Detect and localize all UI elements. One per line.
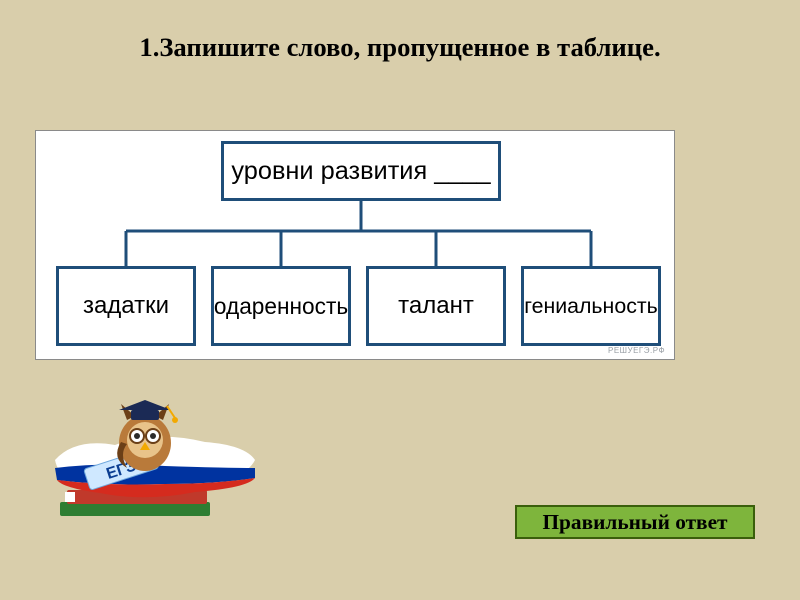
diagram-child-node: одаренность — [211, 266, 351, 346]
diagram-child-node: гениальность — [521, 266, 661, 346]
owl-ege-clipart: ЕГЭ — [45, 390, 265, 530]
diagram-child-label: задатки — [83, 292, 169, 320]
diagram-child-node: талант — [366, 266, 506, 346]
diagram-child-label: гениальность — [524, 294, 657, 319]
diagram-child-label: талант — [398, 292, 474, 320]
source-watermark: РЕШУЕГЭ.РФ — [608, 346, 665, 355]
task-title: 1.Запишите слово, пропущенное в таблице. — [0, 32, 800, 63]
diagram-child-label: одаренность — [214, 293, 348, 320]
diagram-root-label: уровни развития ____ — [231, 157, 490, 186]
correct-answer-label: Правильный ответ — [542, 510, 727, 535]
slide: 1.Запишите слово, пропущенное в таблице.… — [0, 0, 800, 600]
diagram-panel: уровни развития ____ задатки одаренность… — [35, 130, 675, 360]
diagram-root-node: уровни развития ____ — [221, 141, 501, 201]
correct-answer-button[interactable]: Правильный ответ — [515, 505, 755, 539]
diagram-child-node: задатки — [56, 266, 196, 346]
